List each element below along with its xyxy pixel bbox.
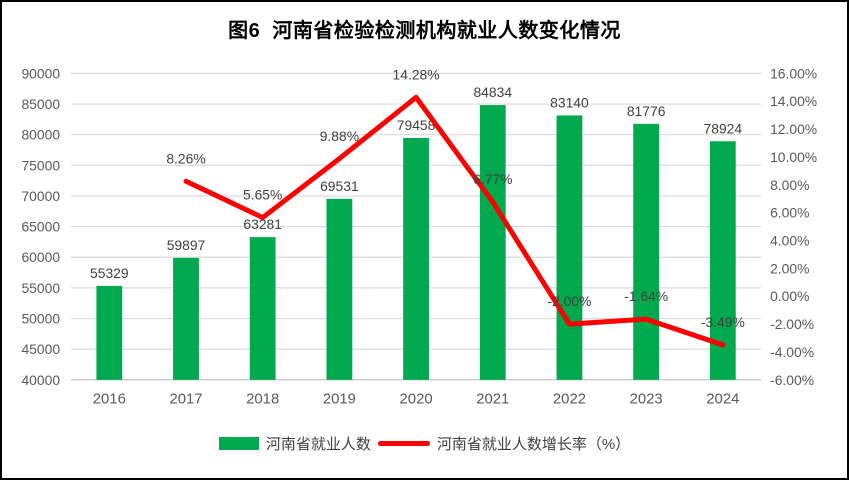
left-axis-tick: 75000 [21,157,60,173]
right-axis-tick: 14.00% [770,93,817,109]
chart-title: 图6 河南省检验检测机构就业人数变化情况 [228,20,621,42]
bar-value-label: 84834 [473,84,512,100]
line-value-label: 8.26% [166,150,205,166]
bar-2021 [479,105,506,380]
x-axis-label: 2020 [400,392,433,408]
right-axis-tick: -2.00% [770,316,814,332]
x-axis-label: 2018 [246,392,279,408]
x-axis-label: 2021 [476,392,509,408]
line-value-label: -3.49% [701,314,745,330]
x-axis-label: 2017 [169,392,202,408]
line-value-label: 5.65% [243,187,282,203]
bar-value-label: 81776 [627,103,666,119]
line-value-label: 14.28% [393,67,440,83]
left-axis-tick: 60000 [21,249,60,265]
left-axis-tick: 50000 [21,310,60,326]
right-axis-tick: 16.00% [770,65,817,81]
legend-bar-label: 河南省就业人数 [265,436,371,453]
bar-2020 [403,138,429,380]
left-axis-tick: 90000 [21,65,60,81]
bar-2019 [326,198,353,380]
bar-value-label: 83140 [550,95,589,111]
right-axis-tick: -4.00% [770,344,814,360]
right-axis-tick: 4.00% [770,232,809,248]
bar-2016 [96,285,123,380]
x-axis-label: 2023 [630,392,663,408]
bar-value-label: 78924 [704,120,743,136]
bar-2022 [556,115,583,380]
right-axis-tick: 12.00% [770,121,817,137]
right-axis-tick: -6.00% [770,372,814,388]
left-axis-tick: 55000 [21,280,60,296]
growth-rate-line [183,94,726,348]
left-axis-tick: 40000 [21,372,60,388]
right-axis-tick: 6.00% [770,205,809,221]
x-axis-label: 2024 [706,392,739,408]
bar-value-label: 69531 [320,178,359,194]
left-axis-tick: 85000 [21,96,60,112]
chart-legend: 河南省就业人数 河南省就业人数增长率（%） [2,433,847,454]
bar-value-label: 63281 [243,216,282,232]
left-axis-tick: 80000 [21,127,60,143]
right-axis-tick: 10.00% [770,149,817,165]
bar-2018 [249,237,276,380]
bar-value-label: 79458 [397,117,436,133]
legend-line-label: 河南省就业人数增长率（%） [436,436,631,453]
line-value-label: -1.64% [624,288,668,304]
bar-value-label: 55329 [90,265,129,281]
bar-value-label: 59897 [167,237,206,253]
right-axis-tick: 2.00% [770,260,809,276]
bar-2023 [633,123,660,380]
x-axis-label: 2019 [323,392,356,408]
legend-bar-swatch [218,437,259,450]
line-value-label: -2.00% [547,293,591,309]
x-axis-label: 2016 [93,392,126,408]
bar-2017 [173,257,199,380]
x-axis-label: 2022 [553,392,586,408]
left-axis-tick: 45000 [21,341,60,357]
left-axis-tick: 65000 [21,219,60,235]
line-value-label: 6.77% [473,171,512,187]
left-axis-tick: 70000 [21,188,60,204]
right-axis-tick: 0.00% [770,288,809,304]
line-value-label: 9.88% [320,128,359,144]
legend-line-swatch [377,441,430,446]
right-axis-tick: 8.00% [770,177,809,193]
